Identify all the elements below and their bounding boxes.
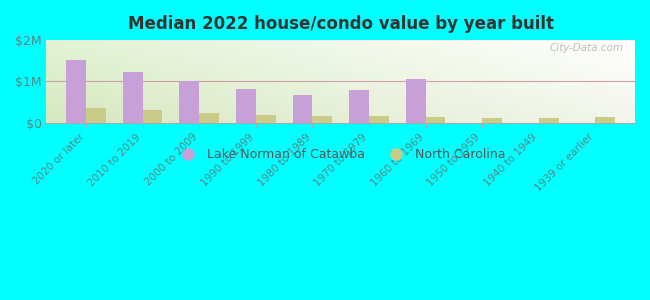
Bar: [426, 117, 445, 123]
Bar: [86, 108, 106, 123]
Title: Median 2022 house/condo value by year built: Median 2022 house/condo value by year bu…: [128, 15, 554, 33]
Bar: [143, 110, 162, 123]
Bar: [123, 72, 143, 123]
Bar: [179, 81, 200, 123]
Bar: [595, 117, 615, 123]
Bar: [369, 116, 389, 123]
Text: City-Data.com: City-Data.com: [549, 43, 623, 52]
Bar: [256, 116, 276, 123]
Bar: [66, 60, 86, 123]
Bar: [292, 95, 313, 123]
Bar: [236, 89, 256, 123]
Legend: Lake Norman of Catawba, North Carolina: Lake Norman of Catawba, North Carolina: [171, 143, 511, 166]
Bar: [406, 79, 426, 123]
Bar: [313, 116, 332, 123]
Bar: [200, 112, 219, 123]
Bar: [539, 118, 558, 123]
Bar: [482, 118, 502, 123]
Bar: [349, 90, 369, 123]
